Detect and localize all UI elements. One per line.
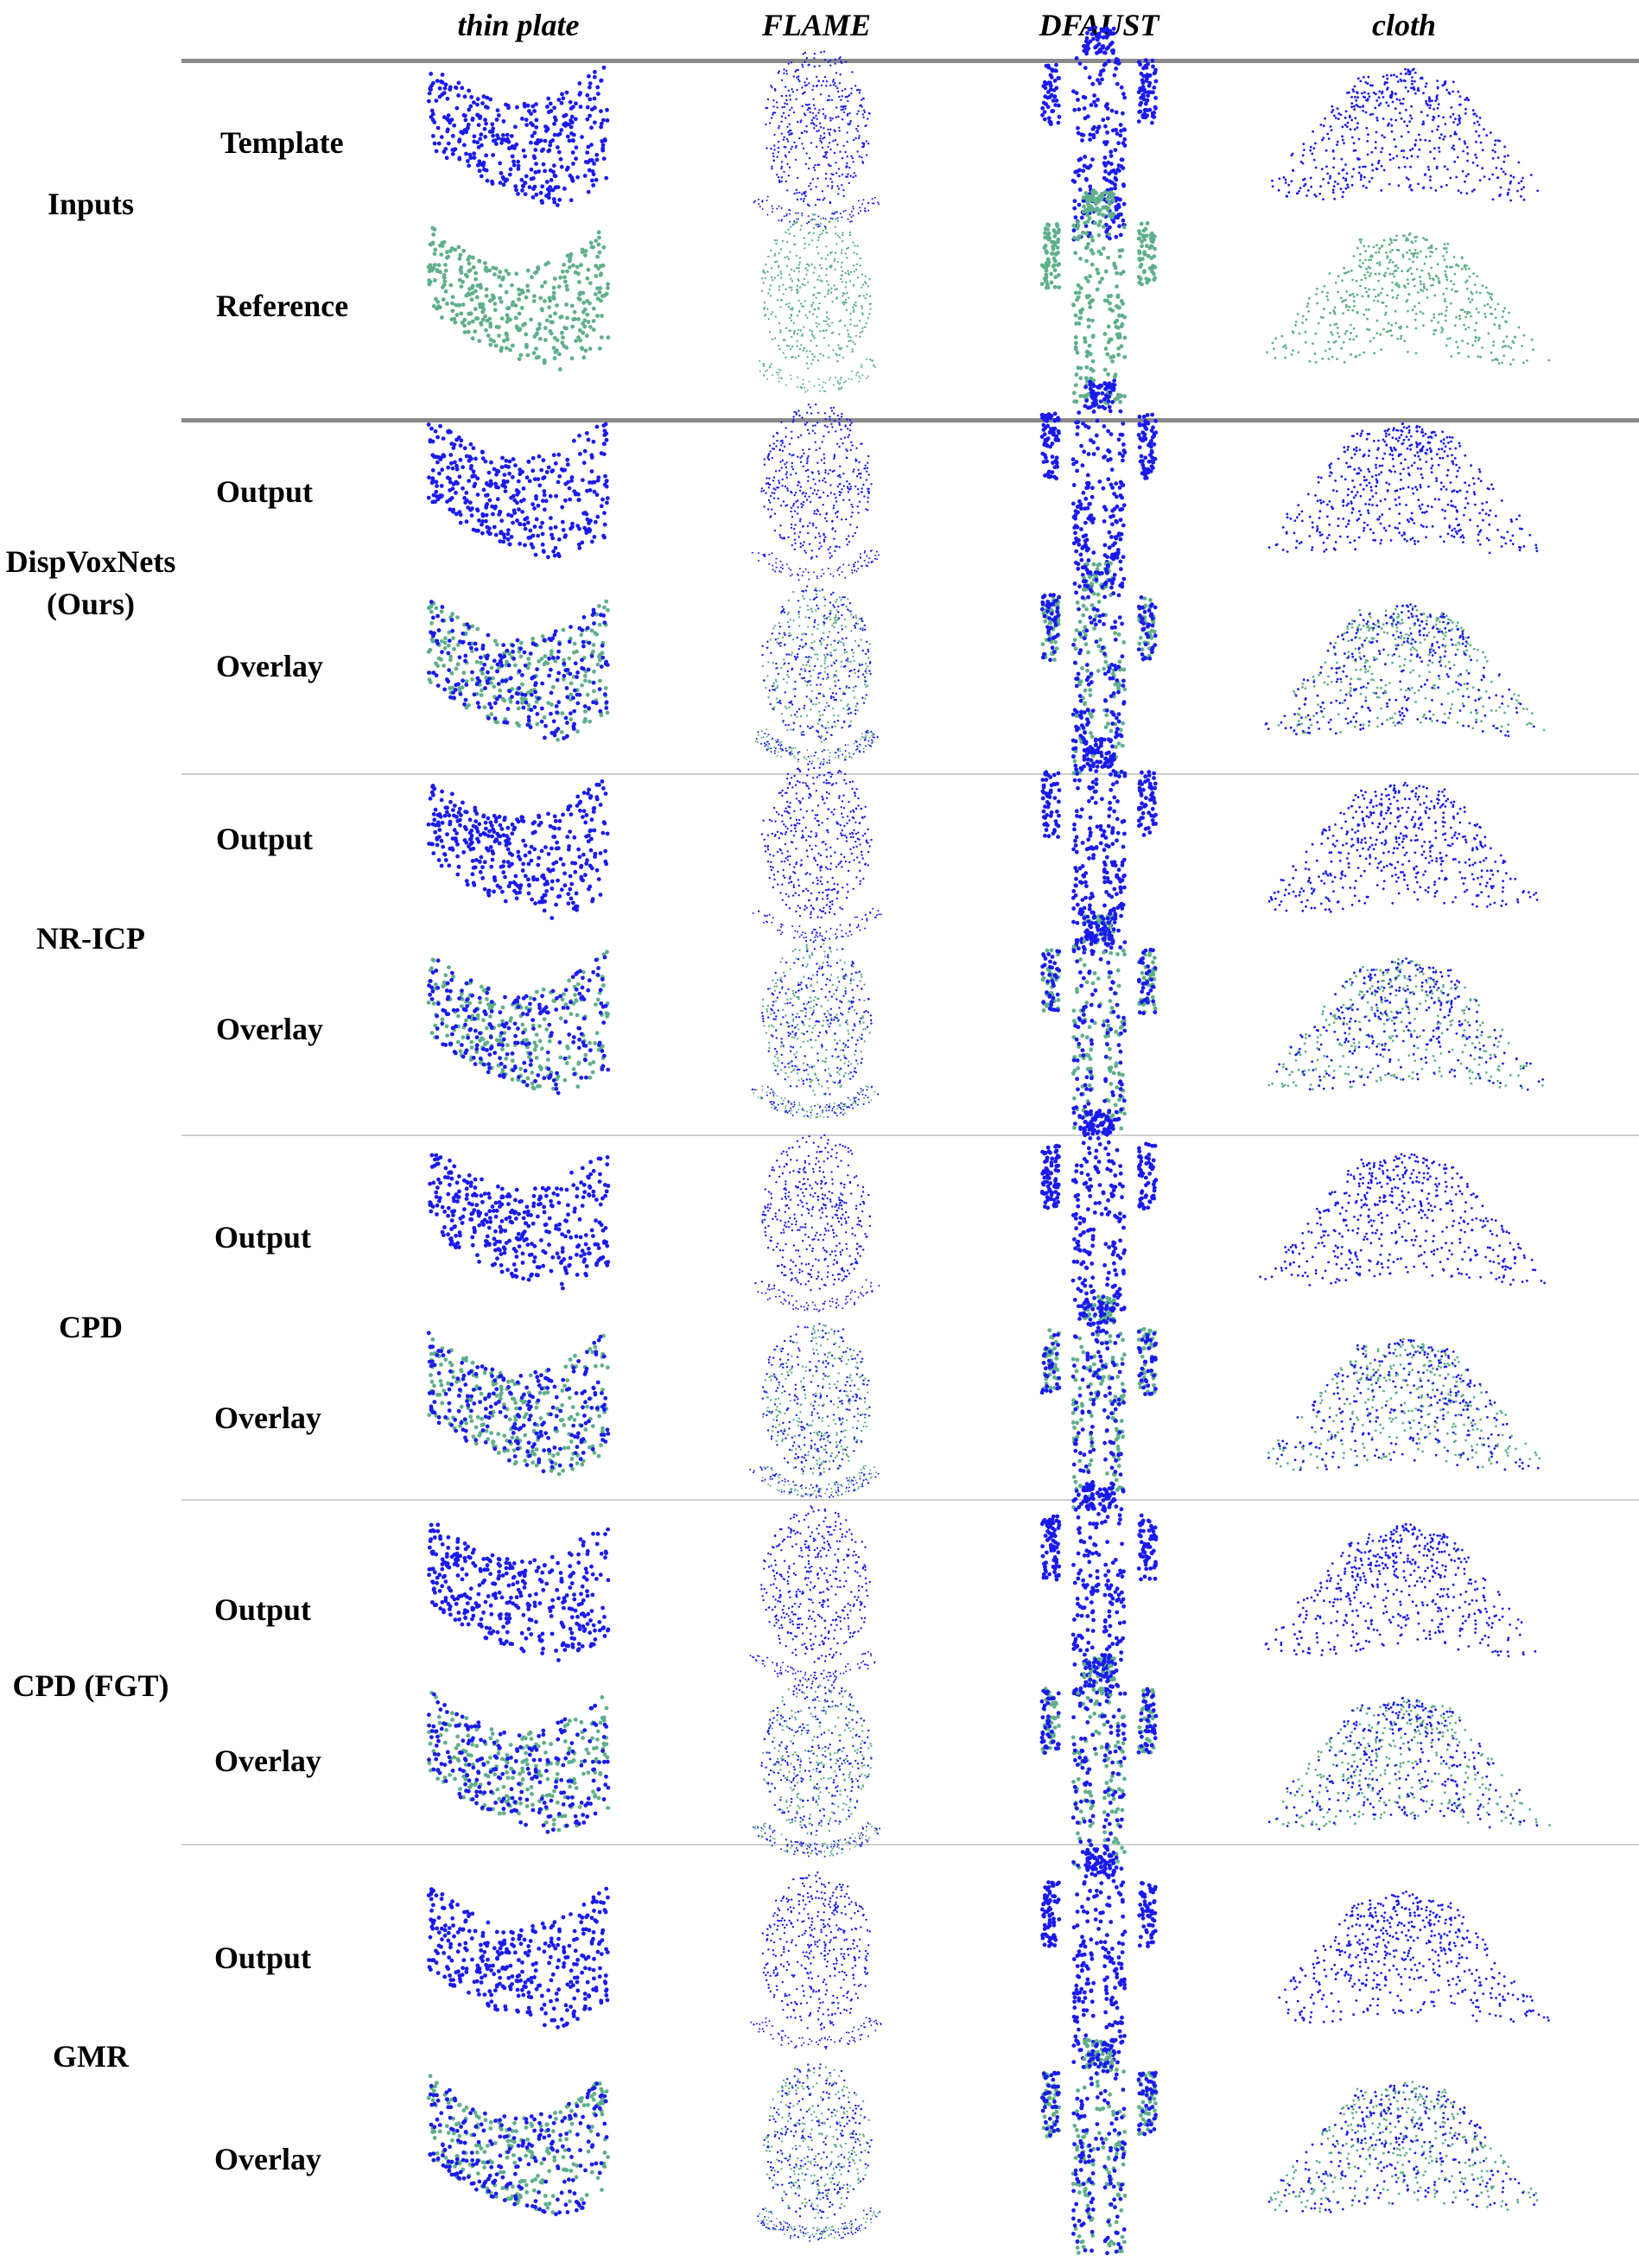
row-label: Overlay [216,1011,389,1047]
method-label-nricp: NR-ICP [0,918,181,960]
method-label-gmr: GMR [0,2036,181,2078]
plate-overlay-figure [406,1680,631,1853]
cloth-overlay-figure [1257,2069,1551,2233]
row-label: Overlay [214,1743,387,1779]
row-label: Template [220,124,393,161]
cloth-template-figure [1257,56,1551,220]
plate-output-figure [406,1875,631,2048]
row-label: Overlay [214,2141,387,2177]
cloth-output-figure [1257,410,1551,575]
method-label-dispvoxnets: DispVoxNets (Ours) [0,541,181,625]
plate-overlay-figure [406,588,631,760]
row-label: Reference [216,288,389,324]
column-header-cloth: cloth [1266,7,1542,43]
plate-reference-figure [406,216,631,389]
cloth-overlay-figure [1257,1685,1551,1849]
row-label: Overlay [216,648,389,684]
row-label: Output [214,1940,387,1976]
cloth-reference-figure [1257,220,1551,384]
divider-nricp [181,1134,1639,1136]
plate-output-figure [406,1136,631,1309]
face-output-figure [730,1119,903,1326]
cloth-output-figure [1257,769,1551,933]
face-overlay-figure [730,570,903,778]
row-label: Output [216,473,389,510]
row-label: Overlay [214,1400,387,1436]
plate-overlay-figure [406,1322,631,1495]
body-overlay-figure [1013,2035,1185,2268]
method-label-cpd: CPD [0,1306,181,1349]
cloth-overlay-figure [1257,946,1551,1110]
face-overlay-figure [730,2048,903,2255]
method-label-inputs: Inputs [0,183,181,226]
cloth-output-figure [1257,1512,1551,1676]
method-label-cpdfgt: CPD (FGT) [0,1665,181,1707]
cloth-output-figure [1257,1140,1551,1305]
face-overlay-figure [730,1663,903,1871]
face-reference-figure [730,199,903,406]
face-output-figure [730,747,903,955]
plate-overlay-figure [406,2065,631,2238]
cloth-overlay-figure [1257,1326,1551,1490]
face-overlay-figure [730,1305,903,1512]
plate-overlay-figure [406,942,631,1115]
cloth-output-figure [1257,1879,1551,2043]
row-label: Output [214,1219,387,1255]
face-overlay-figure [730,924,903,1132]
plate-output-figure [406,1508,631,1680]
plate-template-figure [406,52,631,225]
column-header-thin-plate: thin plate [380,7,657,43]
row-label: Output [214,1591,387,1628]
face-output-figure [730,389,903,596]
cloth-overlay-figure [1257,592,1551,756]
plate-output-figure [406,765,631,937]
divider-cpd [181,1499,1639,1501]
face-output-figure [730,1858,903,2065]
plate-output-figure [406,406,631,579]
row-label: Output [216,821,389,857]
